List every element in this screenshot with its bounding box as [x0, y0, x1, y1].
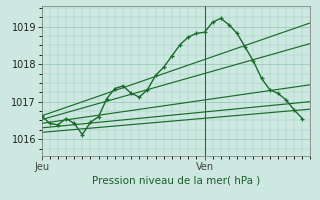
X-axis label: Pression niveau de la mer( hPa ): Pression niveau de la mer( hPa ) — [92, 176, 260, 186]
